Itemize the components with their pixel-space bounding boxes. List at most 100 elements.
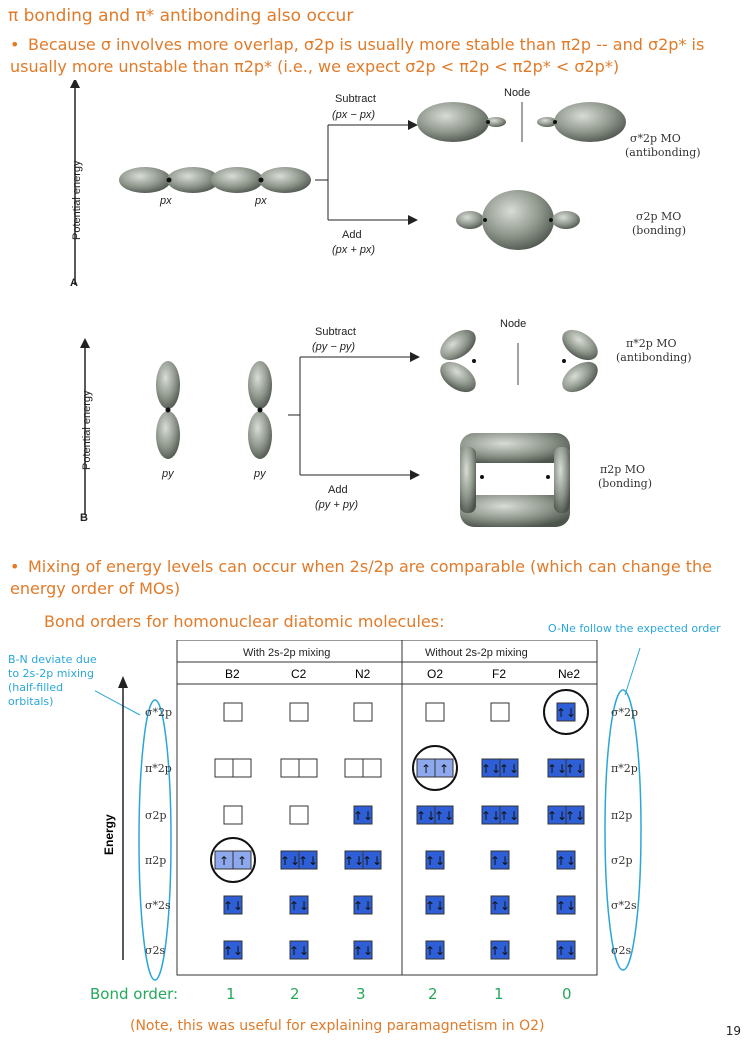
electron-arrows: ↑ <box>219 854 229 868</box>
px-orbital-right <box>211 167 311 193</box>
bond-orders-title: Bond orders for homonuclear diatomic mol… <box>44 612 445 631</box>
orbital-box <box>344 758 364 778</box>
molecule-header: Ne2 <box>558 667 580 681</box>
axis-label-a: Potential energy <box>71 160 83 240</box>
electron-arrows: ↑↓ <box>223 944 243 958</box>
electron-arrows: ↑↓ <box>547 762 567 776</box>
node-label-b: Node <box>500 318 526 330</box>
bond-order-o2: 2 <box>428 985 438 1003</box>
orbital-box <box>565 758 585 778</box>
px-orbital-left <box>119 167 219 193</box>
circle-b2-pi <box>210 837 256 883</box>
electron-arrows: ↑↓ <box>353 944 373 958</box>
subtract-expr-b: (py − py) <box>312 341 355 353</box>
axis-label-b: Potential energy <box>81 390 93 470</box>
molecule-header: C2 <box>291 667 307 681</box>
sigma-star-sub: (antibonding) <box>625 146 700 159</box>
orbital-box <box>289 805 309 825</box>
orbital-box <box>280 758 300 778</box>
electron-arrows: ↑ <box>237 854 247 868</box>
subtract-expr-a: (px − px) <box>332 109 375 121</box>
electron-arrows: ↑↓ <box>490 944 510 958</box>
sigma-bond-label: σ2p MO <box>636 210 681 223</box>
electron-arrows: ↑↓ <box>353 899 373 913</box>
orbital-box <box>362 850 382 870</box>
level-label-right: σ*2s <box>611 899 637 912</box>
pi-bonding-orbital <box>460 433 570 527</box>
orbital-box <box>223 895 243 915</box>
right-note-arrow <box>624 647 641 696</box>
orbital-box <box>353 702 373 722</box>
orbital-box <box>565 805 585 825</box>
orbital-box <box>425 895 445 915</box>
note-one-expected: O-Ne follow the expected order <box>548 622 721 635</box>
orbital-box <box>353 805 373 825</box>
orbital-box <box>425 940 445 960</box>
bond-order-label: Bond order: <box>90 985 179 1003</box>
electron-arrows: ↑↓ <box>344 854 364 868</box>
left-note-arrow <box>95 690 141 716</box>
electron-arrows: ↑↓ <box>556 854 576 868</box>
bond-order-n2: 3 <box>356 985 366 1003</box>
orbital-box <box>298 850 318 870</box>
orbital-box <box>425 702 445 722</box>
orbital-box <box>490 850 510 870</box>
bond-order-ne2: 0 <box>562 985 572 1003</box>
electron-arrows: ↑↓ <box>481 809 501 823</box>
node-label-a: Node <box>504 87 530 99</box>
level-label-left: σ*2p <box>145 706 172 719</box>
orbital-box <box>223 702 243 722</box>
bond-order-c2: 2 <box>290 985 300 1003</box>
circle-ne2-sigma-star <box>543 689 589 735</box>
orbital-box <box>223 940 243 960</box>
px-label-1: px <box>159 195 172 207</box>
orbital-box <box>232 758 252 778</box>
orbital-box <box>232 850 252 870</box>
py-orbital-left <box>156 361 180 459</box>
orbital-box <box>214 758 234 778</box>
level-label-left: σ2p <box>145 809 167 822</box>
slide-title: π bonding and π* antibonding also occur <box>8 6 354 26</box>
add-expr-a: (px + px) <box>332 244 375 256</box>
energy-label: Energy <box>102 814 116 855</box>
orbital-box <box>289 895 309 915</box>
electron-arrows: ↑↓ <box>490 899 510 913</box>
bullet-dot-icon: • <box>10 557 20 576</box>
figure-letter-b: B <box>80 512 88 524</box>
pi-bond-sub: (bonding) <box>598 477 652 490</box>
electron-arrows: ↑↓ <box>556 899 576 913</box>
orbital-box <box>434 805 454 825</box>
footnote: (Note, this was useful for explaining pa… <box>130 1018 545 1034</box>
note-bn-deviate: B-N deviate due to 2s-2p mixing (half-fi… <box>8 653 97 708</box>
bullet-sigma-overlap: • Because σ involves more overlap, σ2p is… <box>10 34 745 78</box>
orbital-box <box>223 805 243 825</box>
orbital-box <box>289 940 309 960</box>
electron-arrows: ↑ <box>421 762 431 776</box>
level-label-right: σ2s <box>611 944 632 957</box>
figure-letter-a: A <box>70 277 78 289</box>
bullet-mixing: • Mixing of energy levels can occur when … <box>10 556 745 600</box>
py-label-1: py <box>161 468 175 480</box>
sigma-bonding-orbital <box>456 190 580 250</box>
electron-arrows: ↑↓ <box>499 762 519 776</box>
electron-arrows: ↑↓ <box>425 944 445 958</box>
electron-arrows: ↑ <box>439 762 449 776</box>
pi-star-label: π*2p MO <box>626 337 677 350</box>
electron-arrows: ↑↓ <box>280 854 300 868</box>
electron-arrows: ↑↓ <box>223 899 243 913</box>
circle-o2-pi-star <box>412 745 458 791</box>
electron-arrows: ↑↓ <box>490 854 510 868</box>
electron-arrows: ↑↓ <box>289 944 309 958</box>
molecule-header: N2 <box>355 667 371 681</box>
py-label-2: py <box>253 468 267 480</box>
electron-arrows: ↑↓ <box>289 899 309 913</box>
py-orbital-right <box>248 361 272 459</box>
orbital-box <box>556 940 576 960</box>
figure-pi-orbitals: Potential energy B py py Subtract (py − … <box>80 318 692 527</box>
right-oval <box>604 689 642 971</box>
level-label-right: σ2p <box>611 854 633 867</box>
electron-arrows: ↑↓ <box>353 809 373 823</box>
left-oval <box>138 699 172 981</box>
orbital-box <box>353 895 373 915</box>
px-label-2: px <box>254 195 267 207</box>
